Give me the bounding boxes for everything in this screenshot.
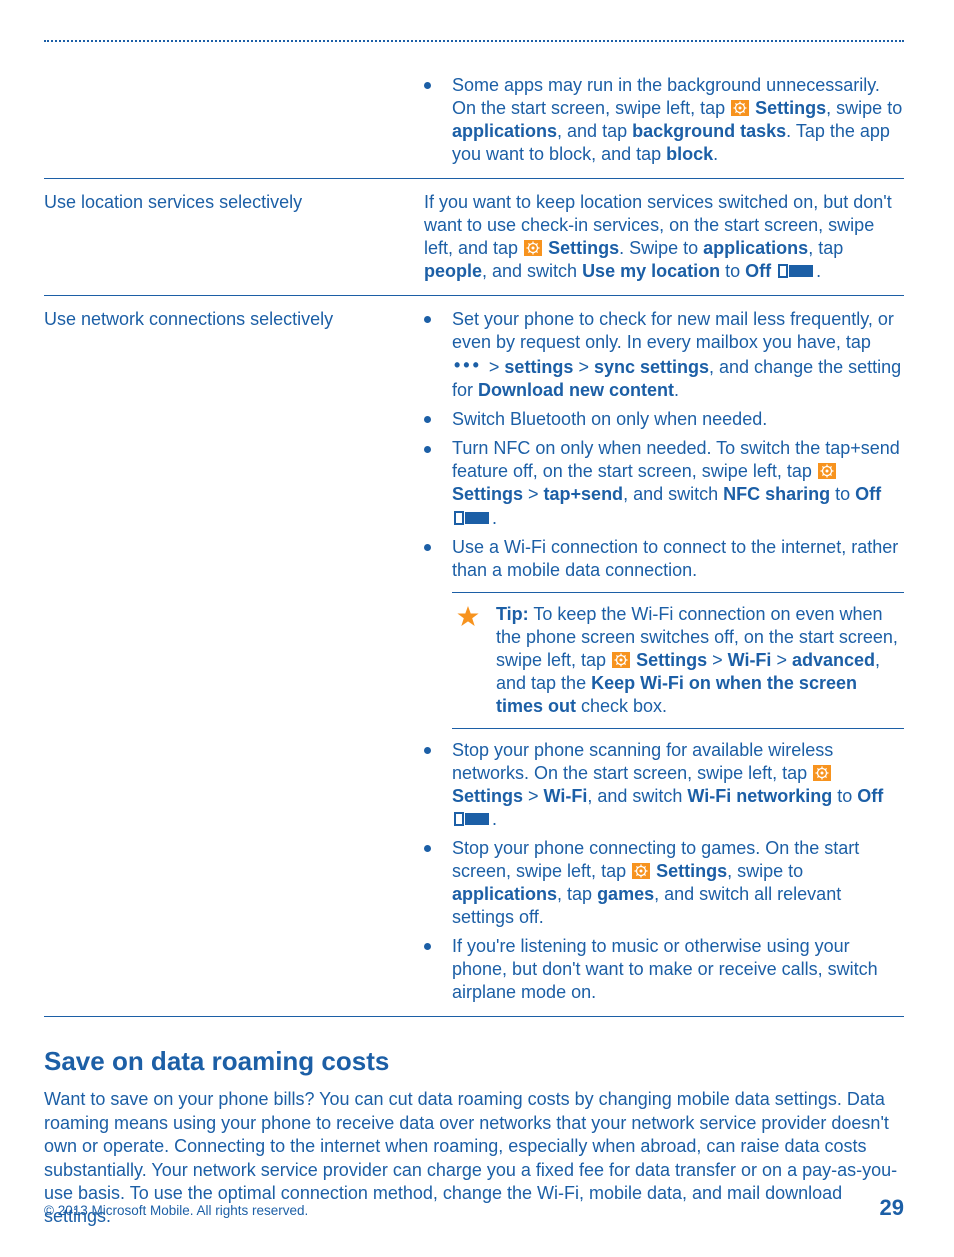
block-bold: block: [666, 144, 713, 164]
text: , tap: [557, 884, 597, 904]
text: .: [816, 261, 821, 281]
people-bold: people: [424, 261, 482, 281]
gear-icon: [731, 99, 749, 115]
text: Use a Wi-Fi connection to connect to the…: [452, 537, 898, 580]
section-title: Save on data roaming costs: [44, 1045, 904, 1078]
bullet-airplane: If you're listening to music or otherwis…: [424, 935, 904, 1004]
bullet-dot-icon: [424, 845, 431, 852]
bullet-dot-icon: [424, 316, 431, 323]
bullet-dot-icon: [424, 446, 431, 453]
off-bold: Off: [857, 786, 883, 806]
settings-bold: Settings: [755, 98, 826, 118]
tip-text: Tip: To keep the Wi-Fi connection on eve…: [488, 603, 900, 718]
applications-bold: applications: [452, 121, 557, 141]
use-my-location-bold: Use my location: [582, 261, 720, 281]
bullet-dot-icon: [424, 416, 431, 423]
download-new-bold: Download new content: [478, 380, 674, 400]
gear-icon: [632, 862, 650, 878]
text: >: [523, 786, 544, 806]
row-background-apps: Some apps may run in the background unne…: [44, 62, 904, 179]
dotted-rule: [44, 40, 904, 42]
text: , tap: [808, 238, 843, 258]
text: .: [492, 809, 497, 829]
more-dots-icon: •••: [452, 354, 484, 377]
bullet-wifi-prefer: Use a Wi-Fi connection to connect to the…: [424, 536, 904, 582]
text: .: [492, 508, 497, 528]
settings-bold: Settings: [636, 650, 707, 670]
toggle-off-icon: [454, 509, 490, 525]
bullet-dot-icon: [424, 943, 431, 950]
text: , and switch: [587, 786, 687, 806]
off-bold: Off: [855, 484, 881, 504]
text: , and switch: [482, 261, 582, 281]
bullet-games: Stop your phone connecting to games. On …: [424, 837, 904, 929]
nfc-sharing-bold: NFC sharing: [723, 484, 830, 504]
gear-icon: [813, 764, 831, 780]
wifi-networking-bold: Wi-Fi networking: [687, 786, 832, 806]
text: , swipe to: [826, 98, 902, 118]
text: >: [573, 357, 594, 377]
settings-bold: settings: [504, 357, 573, 377]
star-icon: [456, 603, 488, 635]
text: If you're listening to music or otherwis…: [452, 936, 878, 1002]
text: Stop your phone scanning for available w…: [452, 740, 833, 783]
bullet-nfc: Turn NFC on only when needed. To switch …: [424, 437, 904, 529]
text: , and tap: [557, 121, 632, 141]
bullet-dot-icon: [424, 82, 431, 89]
text: .: [674, 380, 679, 400]
bullet-dot-icon: [424, 747, 431, 754]
bullet-background-apps: Some apps may run in the background unne…: [424, 74, 904, 166]
text: >: [707, 650, 728, 670]
settings-bold: Settings: [548, 238, 619, 258]
text: .: [713, 144, 718, 164]
text: to: [832, 786, 857, 806]
tip-label-bold: Tip:: [496, 604, 529, 624]
row-left-location: Use location services selectively: [44, 191, 424, 214]
toggle-off-icon: [454, 810, 490, 826]
background-tasks-bold: background tasks: [632, 121, 786, 141]
row-network: Use network connections selectively Set …: [44, 296, 904, 1017]
row-left-network: Use network connections selectively: [44, 308, 424, 331]
applications-bold: applications: [452, 884, 557, 904]
text: , and switch: [623, 484, 723, 504]
bullet-wifi-scan: Stop your phone scanning for available w…: [424, 739, 904, 831]
text: , swipe to: [727, 861, 803, 881]
row-right-network: Set your phone to check for new mail les…: [424, 308, 904, 1004]
toggle-off-icon: [778, 262, 814, 278]
bullet-dot-icon: [424, 544, 431, 551]
off-bold: Off: [745, 261, 771, 281]
text: to: [720, 261, 745, 281]
row-location: Use location services selectively If you…: [44, 179, 904, 296]
bullet-bluetooth: Switch Bluetooth on only when needed.: [424, 408, 904, 431]
gear-icon: [524, 239, 542, 255]
text: >: [771, 650, 792, 670]
advanced-bold: advanced: [792, 650, 875, 670]
text: >: [523, 484, 544, 504]
row-right-top: Some apps may run in the background unne…: [424, 74, 904, 166]
row-right-location: If you want to keep location services sw…: [424, 191, 904, 283]
footer-page-number: 29: [880, 1194, 904, 1222]
text: . Swipe to: [619, 238, 703, 258]
tap-send-bold: tap+send: [544, 484, 624, 504]
settings-bold: Settings: [452, 484, 523, 504]
gear-icon: [818, 462, 836, 478]
wifi-bold: Wi-Fi: [728, 650, 772, 670]
text: to: [830, 484, 855, 504]
wifi-bold: Wi-Fi: [544, 786, 588, 806]
sync-settings-bold: sync settings: [594, 357, 709, 377]
bullet-mail: Set your phone to check for new mail les…: [424, 308, 904, 402]
document-page: Some apps may run in the background unne…: [0, 0, 954, 1257]
gear-icon: [612, 651, 630, 667]
text: >: [484, 357, 505, 377]
tip-box: Tip: To keep the Wi-Fi connection on eve…: [452, 592, 904, 729]
settings-bold: Settings: [656, 861, 727, 881]
applications-bold: applications: [703, 238, 808, 258]
games-bold: games: [597, 884, 654, 904]
settings-bold: Settings: [452, 786, 523, 806]
footer: © 2013 Microsoft Mobile. All rights rese…: [44, 1194, 904, 1222]
text: check box.: [576, 696, 667, 716]
footer-copyright: © 2013 Microsoft Mobile. All rights rese…: [44, 1202, 308, 1219]
text: Switch Bluetooth on only when needed.: [452, 409, 767, 429]
text: Set your phone to check for new mail les…: [452, 309, 894, 352]
